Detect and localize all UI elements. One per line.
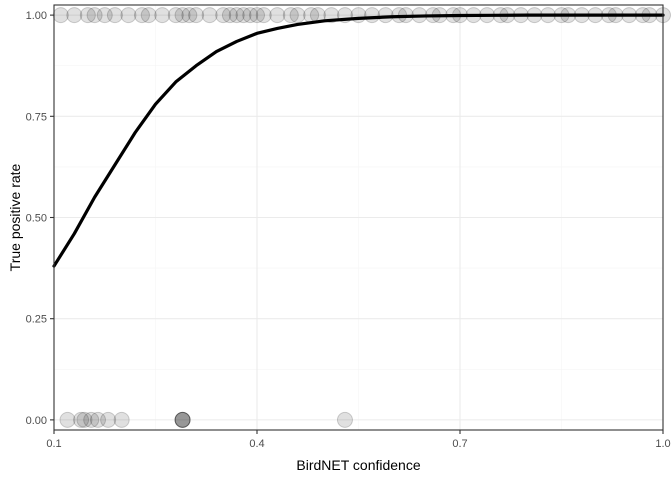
data-point xyxy=(100,411,117,428)
data-point xyxy=(73,411,90,428)
data-point xyxy=(83,411,100,428)
data-point xyxy=(174,411,191,428)
x-tick-label: 0.7 xyxy=(452,438,467,450)
x-tick-label: 0.1 xyxy=(46,438,61,450)
data-point xyxy=(377,7,394,24)
data-point xyxy=(79,7,96,24)
data-point xyxy=(154,7,171,24)
data-point xyxy=(174,411,191,428)
data-point xyxy=(86,7,103,24)
data-point xyxy=(289,7,306,24)
data-point xyxy=(140,7,157,24)
axis-layer: 0.1 0.4 0.7 1.0 0.00 0.25 0.50 0.75 1.00 xyxy=(26,4,671,450)
data-point xyxy=(113,411,130,428)
data-point xyxy=(66,7,83,24)
line-layer xyxy=(52,13,665,268)
data-point xyxy=(215,7,232,24)
data-point xyxy=(188,7,205,24)
data-point xyxy=(364,7,381,24)
data-point xyxy=(174,411,191,428)
data-point xyxy=(269,7,286,24)
data-point xyxy=(76,411,93,428)
data-point xyxy=(235,7,252,24)
data-point xyxy=(255,7,272,24)
data-point xyxy=(282,7,299,24)
data-point xyxy=(181,7,198,24)
data-point xyxy=(201,7,218,24)
data-point xyxy=(89,411,106,428)
y-tick-label: 0.75 xyxy=(26,111,47,123)
y-tick-label: 0.25 xyxy=(26,314,47,326)
data-point xyxy=(167,7,184,24)
x-tick-label: 0.4 xyxy=(249,438,264,450)
data-point xyxy=(52,7,69,24)
data-point xyxy=(174,411,191,428)
data-point xyxy=(120,7,137,24)
data-point xyxy=(106,7,123,24)
y-tick-label: 0.00 xyxy=(26,415,47,427)
x-tick-label: 1.0 xyxy=(655,438,670,450)
data-point xyxy=(174,7,191,24)
y-tick-label: 0.50 xyxy=(26,213,47,225)
y-tick-label: 1.00 xyxy=(26,10,47,22)
data-point xyxy=(133,7,150,24)
data-point xyxy=(242,7,259,24)
data-point xyxy=(221,7,238,24)
data-point xyxy=(59,411,76,428)
data-point xyxy=(249,7,265,24)
data-point xyxy=(336,411,353,428)
data-point xyxy=(228,7,245,24)
grid-layer xyxy=(53,5,664,430)
data-point xyxy=(350,7,367,24)
fitted-curve xyxy=(52,13,665,268)
y-axis-title: True positive rate xyxy=(7,163,23,271)
x-axis-title: BirdNET confidence xyxy=(296,457,420,473)
data-point xyxy=(96,7,113,24)
